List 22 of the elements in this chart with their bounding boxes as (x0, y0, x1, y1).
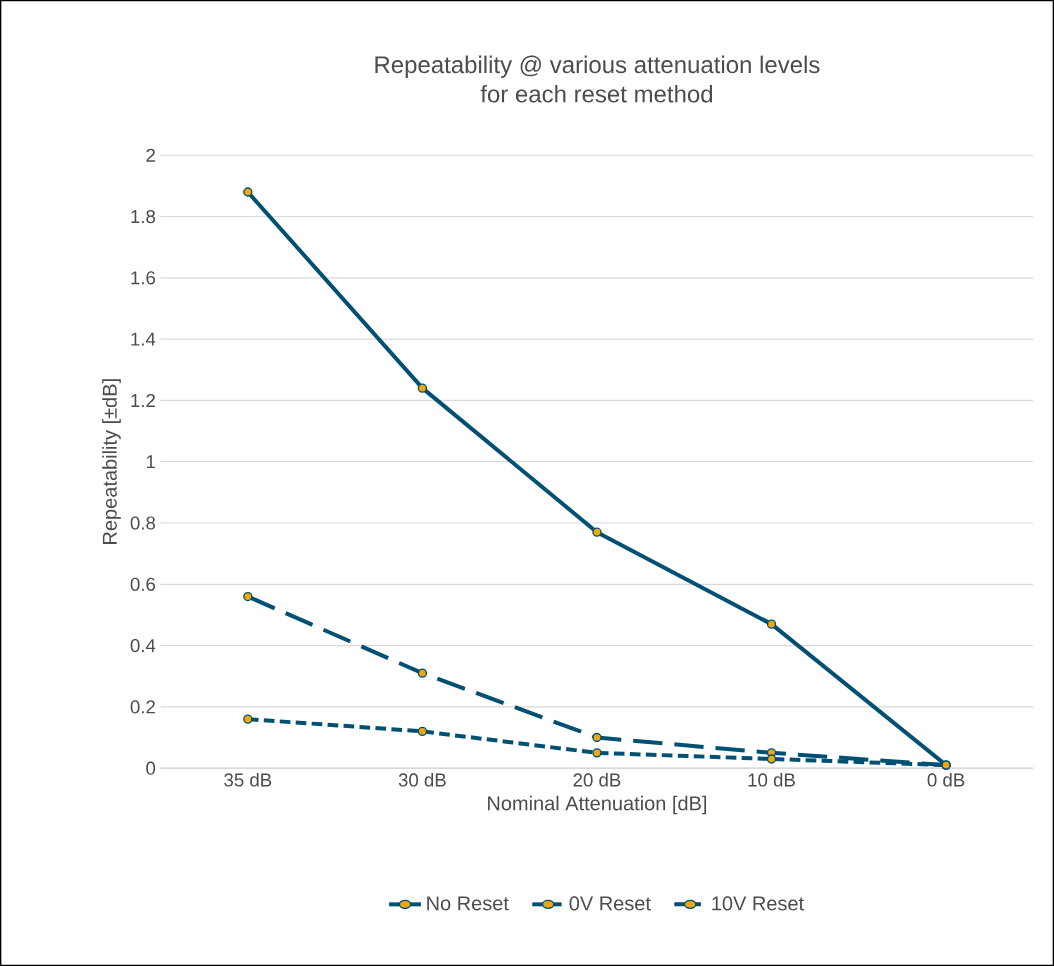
y-tick-label: 1.4 (131, 332, 156, 346)
x-tick-label: 30 dB (398, 772, 446, 787)
legend-label: No Reset (427, 896, 509, 911)
y-tick-label: 1.2 (131, 393, 155, 407)
y-tick-label: 1.8 (131, 209, 156, 224)
y-tick-label: 0.6 (130, 577, 156, 591)
y-axis-title: Repeatability [±dB] (102, 379, 121, 544)
legend-label: 10V Reset (712, 896, 804, 911)
y-tick-label: 0.8 (130, 516, 156, 530)
legend-label: 0V Reset (569, 896, 651, 911)
x-tick-label: 35 dB (224, 772, 272, 787)
x-tick-label: 10 dB (748, 772, 795, 787)
x-axis-title: Nominal Attenuation [dB] (488, 795, 707, 815)
x-tick-label: 0 dB (927, 772, 965, 787)
y-tick-label: 1 (146, 455, 155, 469)
y-tick-label: 0.4 (130, 638, 156, 653)
x-tick-label: 20 dB (573, 772, 621, 787)
y-tick-label: 1.6 (131, 271, 156, 285)
chart-title: Repeatability @ various attenuation levels for each reset method (375, 55, 820, 103)
y-tick-label: 0 (146, 761, 156, 775)
y-tick-label: 2 (146, 148, 155, 162)
y-tick-label: 0.2 (130, 700, 155, 714)
